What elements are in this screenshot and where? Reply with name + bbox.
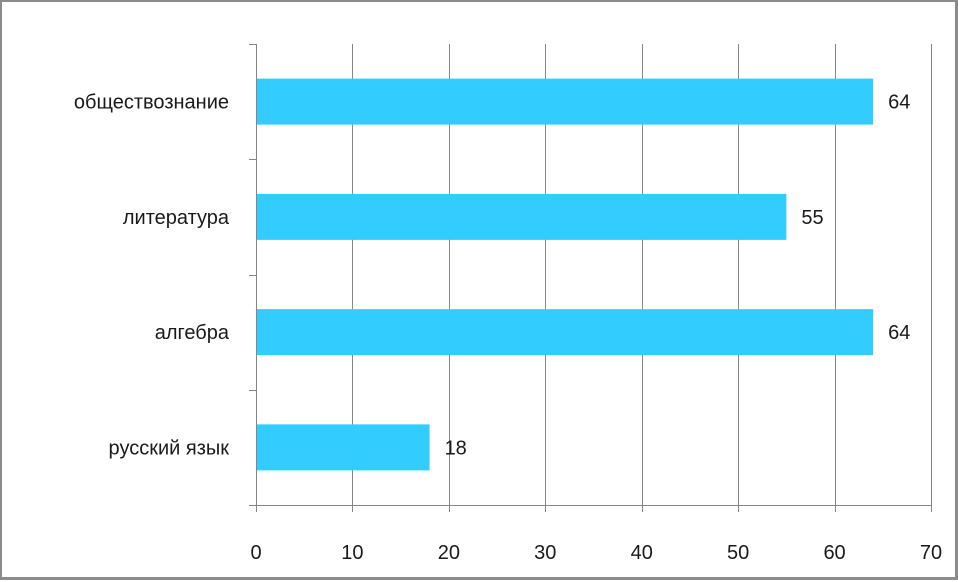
bars [256, 78, 874, 471]
axes [249, 44, 932, 512]
bar [256, 193, 787, 240]
data-label: 64 [888, 322, 910, 344]
x-tick-label: 30 [534, 542, 556, 564]
bar [256, 78, 874, 125]
bar [256, 424, 430, 471]
x-tick-label: 20 [438, 542, 460, 564]
x-tick-label: 50 [727, 542, 749, 564]
category-label: литература [123, 207, 230, 229]
category-label: русский язык [109, 437, 230, 459]
x-tick-label: 0 [250, 542, 261, 564]
labels: 0 10 20 30 40 50 60 70 обществознание 64 литератур… [74, 92, 942, 564]
category-label: алгебра [155, 322, 230, 344]
x-tick-label: 70 [920, 542, 942, 564]
category-label: обществознание [74, 92, 229, 114]
x-tick-label: 10 [341, 542, 363, 564]
x-tick-label: 40 [631, 542, 653, 564]
bar [256, 309, 874, 356]
data-label: 18 [445, 437, 467, 459]
data-label: 55 [801, 207, 823, 229]
x-tick-label: 60 [823, 542, 845, 564]
data-label: 64 [888, 92, 910, 114]
